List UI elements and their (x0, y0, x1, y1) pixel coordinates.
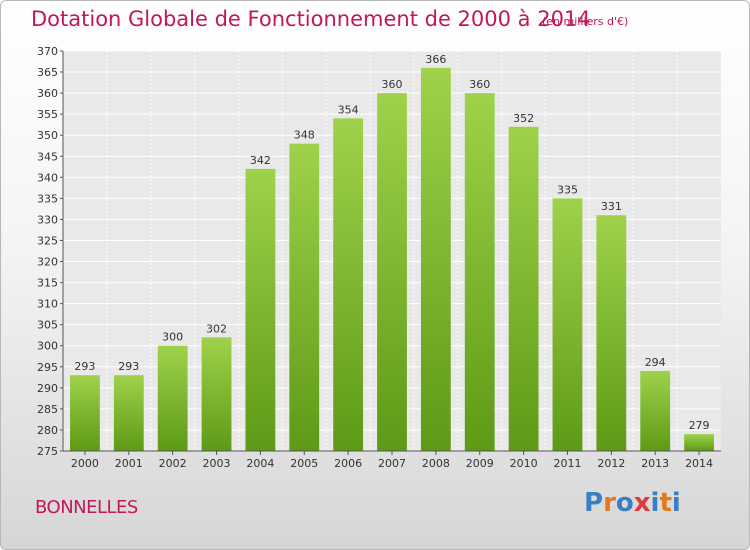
bar (201, 337, 232, 451)
y-tick-label: 350 (37, 129, 58, 142)
bar-value-label: 366 (425, 53, 446, 66)
bar (289, 143, 320, 451)
proxiti-logo[interactable]: Proxiti (584, 488, 681, 518)
y-tick-label: 355 (37, 108, 58, 121)
y-tick-label: 310 (37, 298, 58, 311)
bar-value-label: 348 (294, 129, 315, 142)
bar-value-label: 354 (338, 103, 359, 116)
y-tick-label: 365 (37, 66, 58, 79)
x-tick-label: 2011 (553, 457, 581, 470)
bar (684, 434, 714, 451)
bar-value-label: 279 (689, 419, 710, 432)
bar (420, 67, 451, 451)
bar-value-label: 302 (206, 322, 227, 335)
y-tick-label: 285 (37, 403, 58, 416)
x-tick-label: 2001 (115, 457, 143, 470)
logo-letter: i (671, 488, 681, 518)
bar (245, 168, 276, 452)
chart-subtitle: (en milliers d'€) (542, 15, 629, 28)
logo-letter: o (615, 488, 634, 518)
y-tick-label: 290 (37, 382, 58, 395)
bar (157, 345, 188, 451)
x-tick-label: 2013 (641, 457, 669, 470)
x-tick-label: 2003 (203, 457, 231, 470)
bar-value-label: 360 (469, 78, 490, 91)
y-tick-label: 370 (37, 45, 58, 58)
y-tick-label: 305 (37, 319, 58, 332)
y-tick-label: 360 (37, 87, 58, 100)
y-tick-label: 340 (37, 171, 58, 184)
logo-letter: x (633, 488, 651, 518)
y-tick-label: 320 (37, 256, 58, 269)
bar-value-label: 342 (250, 154, 271, 167)
y-tick-label: 275 (37, 445, 58, 458)
x-tick-label: 2012 (597, 457, 625, 470)
x-tick-label: 2014 (685, 457, 713, 470)
bar-value-label: 352 (513, 112, 534, 125)
bar-chart: 275 280 285 290 295 300 305 310 315 320 325 330 335 3… (37, 45, 721, 470)
logo-letter: r (603, 488, 616, 518)
x-tick-label: 2009 (466, 457, 494, 470)
logo-letter: t (659, 488, 672, 518)
bar (464, 93, 495, 452)
y-tick-label: 330 (37, 213, 58, 226)
y-tick-label: 345 (37, 150, 58, 163)
x-tick-label: 2000 (71, 457, 99, 470)
bar-value-label: 294 (645, 356, 666, 369)
y-tick-label: 300 (37, 340, 58, 353)
y-tick-label: 325 (37, 234, 58, 247)
chart-title: Dotation Globale de Fonctionnement de 20… (31, 7, 591, 31)
bar-value-label: 360 (382, 78, 403, 91)
bar (377, 93, 407, 452)
x-tick-label: 2005 (290, 457, 318, 470)
bar (333, 118, 364, 452)
bar (113, 375, 144, 451)
bar (596, 215, 627, 451)
x-tick-label: 2004 (246, 457, 274, 470)
bar-value-label: 335 (557, 183, 578, 196)
x-tick-label: 2008 (422, 457, 450, 470)
y-tick-label: 295 (37, 361, 58, 374)
bar-value-label: 300 (162, 331, 183, 344)
bar (552, 198, 583, 451)
bar (508, 126, 539, 451)
bar (640, 371, 671, 451)
x-tick-label: 2006 (334, 457, 362, 470)
bar-value-label: 293 (74, 360, 95, 373)
y-tick-label: 280 (37, 424, 58, 437)
bar (70, 375, 100, 451)
x-tick-label: 2010 (510, 457, 538, 470)
y-tick-label: 335 (37, 192, 58, 205)
bar-value-label: 331 (601, 200, 622, 213)
logo-letter: i (650, 488, 660, 518)
bar-value-label: 293 (118, 360, 139, 373)
logo-letter: P (584, 488, 604, 518)
y-tick-label: 315 (37, 277, 58, 290)
x-tick-label: 2007 (378, 457, 406, 470)
x-tick-label: 2002 (159, 457, 187, 470)
commune-name: BONNELLES (35, 497, 138, 518)
